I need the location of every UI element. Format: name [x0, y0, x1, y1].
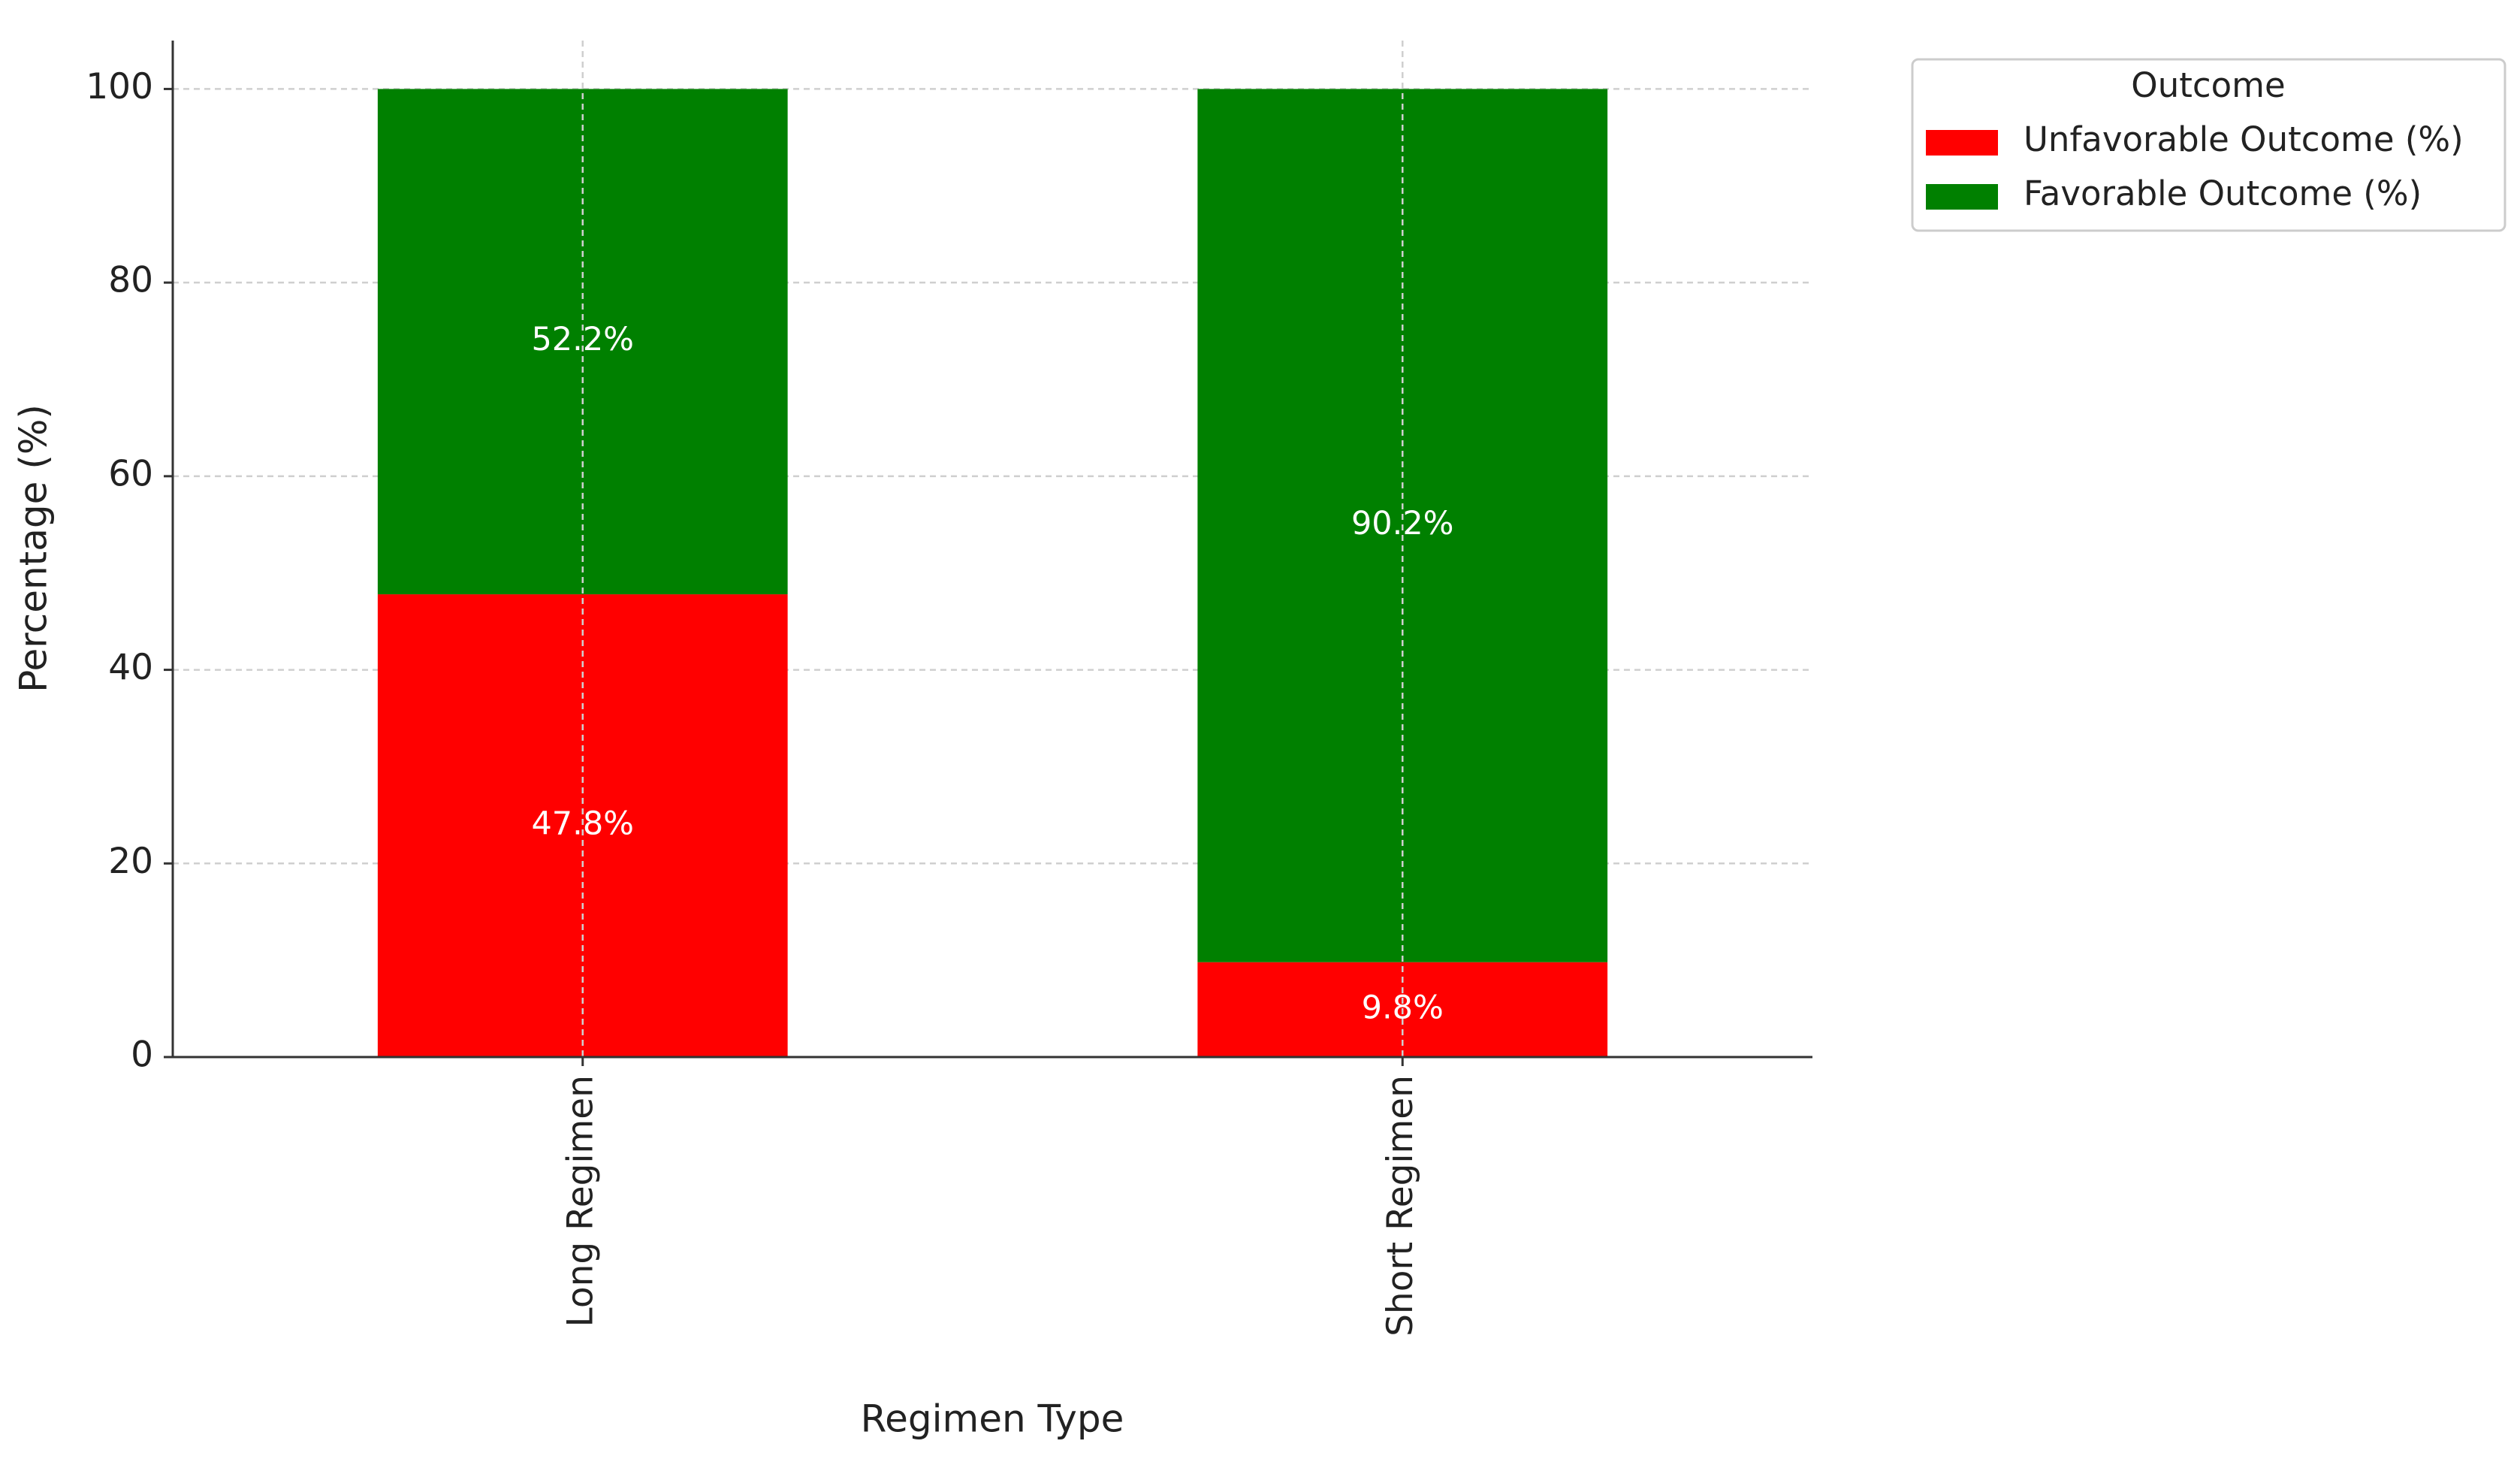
y-tick-label: 0 — [131, 1035, 153, 1076]
x-tick-label: Long Regimen — [560, 1075, 601, 1328]
y-tick-label: 20 — [108, 841, 153, 882]
legend-swatch — [1926, 184, 1998, 210]
x-tick-label: Short Regimen — [1380, 1075, 1421, 1337]
y-axis-label: Percentage (%) — [12, 404, 56, 693]
legend-swatch — [1926, 130, 1998, 156]
y-tick-label: 60 — [108, 453, 153, 494]
x-axis-label: Regimen Type — [861, 1397, 1124, 1441]
legend-label: Favorable Outcome (%) — [2024, 174, 2422, 213]
legend-box — [1911, 58, 2506, 232]
legend-title: Outcome — [2131, 65, 2285, 105]
legend-label: Unfavorable Outcome (%) — [2024, 119, 2464, 159]
bar-segment — [377, 89, 788, 595]
y-tick-label: 80 — [108, 260, 153, 301]
y-tick-label: 40 — [108, 647, 153, 688]
y-tick-label: 100 — [86, 66, 153, 107]
